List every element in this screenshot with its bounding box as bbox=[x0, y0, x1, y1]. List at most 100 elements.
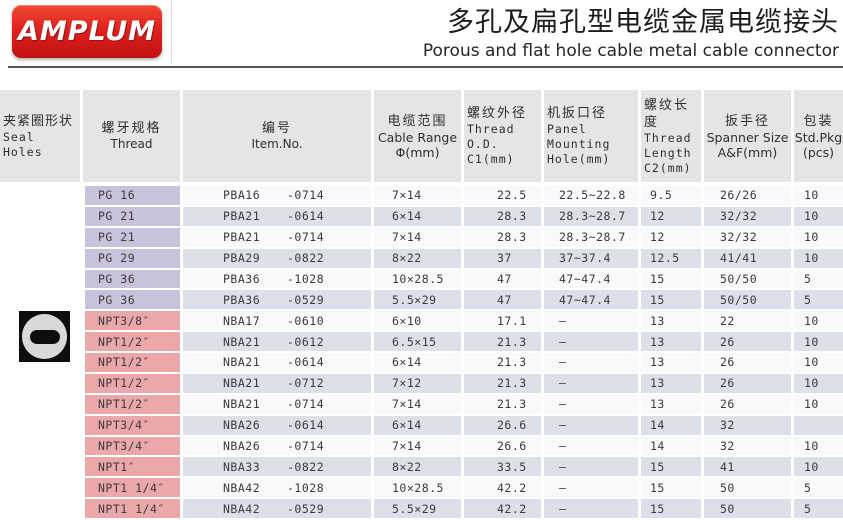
cable-range-cell: 7×14 bbox=[374, 436, 464, 458]
header-line: 螺牙规格 bbox=[101, 121, 162, 136]
table-row: PG 36 PBA36 -1028 10×28.5 47 47~47.4 15 50/50 5 bbox=[0, 269, 843, 291]
spanner-size-cell: 26 bbox=[704, 332, 794, 353]
thread-od-cell: 37 bbox=[464, 248, 544, 270]
seal-holes-cell bbox=[0, 436, 83, 458]
header-line: (pcs) bbox=[802, 144, 835, 160]
std-pkg-cell: 5 bbox=[794, 499, 843, 520]
item-suffix: -0610 bbox=[287, 313, 325, 328]
item-no-cell: NBA21 -0714 bbox=[183, 394, 374, 416]
thread-length-cell: 13 bbox=[641, 394, 704, 416]
thread-cell: NPT1/2″ bbox=[83, 373, 183, 395]
seal-holes-image bbox=[19, 311, 70, 362]
item-suffix: -0529 bbox=[287, 292, 325, 307]
spanner-size-cell: 50 bbox=[704, 499, 794, 520]
thread-od-cell: 33.5 bbox=[464, 457, 544, 479]
header-line: C2(mm) bbox=[644, 160, 692, 175]
table-row: PG 36 PBA36 -0529 5.5×29 47 47~47.4 15 50/50 5 bbox=[0, 290, 843, 312]
table-row: NPT3/4″ NBA26 -0614 6×14 26.6–14 32 bbox=[0, 415, 843, 437]
thread-cell: PG 16 bbox=[83, 186, 183, 207]
cable-range-cell: 6×14 bbox=[374, 353, 464, 374]
thread-od-cell: 22.5 bbox=[464, 186, 544, 207]
seal-holes-cell bbox=[0, 248, 83, 270]
thread-length-cell: 15 bbox=[641, 499, 704, 520]
item-no-cell: NBA26 -0714 bbox=[183, 436, 374, 458]
thread-length-cell: 13 bbox=[641, 353, 704, 374]
item-suffix: -0614 bbox=[287, 418, 325, 433]
table-row: PG 29 PBA29 -0822 8×22 37 37~37.4 12.5 41/41 10 bbox=[0, 248, 843, 270]
std-pkg-cell: 10 bbox=[794, 248, 843, 270]
std-pkg-cell: 10 bbox=[794, 394, 843, 416]
panel-hole-cell: – bbox=[544, 478, 641, 500]
item-suffix: -0714 bbox=[287, 397, 325, 412]
thread-cell: NPT1 1/4″ bbox=[83, 499, 183, 520]
thread-cell: PG 29 bbox=[83, 248, 183, 270]
thread-length-cell: 13 bbox=[641, 332, 704, 353]
spanner-size-cell: 26/26 bbox=[704, 186, 794, 207]
item-suffix: -0714 bbox=[287, 230, 325, 245]
page-title-english: Porous and flat hole cable metal cable c… bbox=[422, 41, 839, 61]
item-prefix: NBA17 bbox=[223, 313, 261, 328]
item-suffix: -0612 bbox=[287, 334, 325, 349]
spanner-size-cell: 26 bbox=[704, 394, 794, 416]
item-prefix: NBA21 bbox=[223, 355, 261, 370]
panel-hole-cell: – bbox=[544, 311, 641, 333]
spanner-size-cell: 32/32 bbox=[704, 206, 794, 228]
table-row: NPT3/4″ NBA26 -0714 7×14 26.6–14 32 10 bbox=[0, 436, 843, 458]
header-line: 机扳口径 bbox=[547, 106, 608, 121]
thread-length-cell: 15 bbox=[641, 457, 704, 479]
item-suffix: -0614 bbox=[287, 209, 325, 224]
std-pkg-cell: 10 bbox=[794, 186, 843, 207]
thread-cell: PG 21 bbox=[83, 206, 183, 228]
header-line: Length bbox=[644, 145, 692, 160]
table-row: NPT1″ NBA33 -0822 8×22 33.5–15 41 10 bbox=[0, 457, 843, 479]
std-pkg-cell: 10 bbox=[794, 373, 843, 395]
thread-od-cell: 42.2 bbox=[464, 478, 544, 500]
header-line: C1(mm) bbox=[467, 152, 515, 166]
seal-holes-cell bbox=[0, 269, 83, 291]
std-pkg-cell: 10 bbox=[794, 227, 843, 249]
header-line: Thread bbox=[644, 130, 692, 145]
thread-cell: NPT1 1/4″ bbox=[83, 478, 183, 500]
item-prefix: NBA42 bbox=[223, 501, 261, 516]
thread-cell: NPT1/2″ bbox=[83, 394, 183, 416]
item-no-cell: PBA21 -0714 bbox=[183, 227, 374, 249]
spanner-size-cell: 22 bbox=[704, 311, 794, 333]
thread-length-cell: 15 bbox=[641, 478, 704, 500]
item-prefix: PBA36 bbox=[223, 292, 261, 307]
header-line: 螺纹长度 bbox=[644, 97, 690, 130]
panel-hole-cell: 37~37.4 bbox=[544, 248, 641, 270]
table-row: NPT1/2″ NBA21 -0614 6×14 21.3–13 26 10 bbox=[0, 353, 843, 374]
panel-hole-cell: – bbox=[544, 436, 641, 458]
cable-range-cell: 7×14 bbox=[374, 394, 464, 416]
item-no-cell: NBA42 -0529 bbox=[183, 499, 374, 520]
flat-hole-icon bbox=[29, 329, 60, 344]
column-header-std-pkg: 包装 Std.Pkg (pcs) bbox=[794, 90, 843, 182]
table-row: PG 16 PBA16 -0714 7×14 22.5 22.5~22.8 9.5 26/26… bbox=[0, 186, 843, 207]
table-row: NPT3/8″ NBA17 -0610 6×10 17.1–13 22 10 bbox=[0, 311, 843, 333]
brand-logo: AMPLUM bbox=[12, 5, 162, 58]
cable-range-cell: 6×14 bbox=[374, 415, 464, 437]
table-row: NPT1/2″ NBA21 -0612 6.5×15 21.3–13 26 10 bbox=[0, 332, 843, 353]
item-no-cell: PBA29 -0822 bbox=[183, 248, 374, 270]
item-no-cell: NBA17 -0610 bbox=[183, 311, 374, 333]
header-line: Thread bbox=[110, 137, 153, 151]
thread-od-cell: 28.3 bbox=[464, 227, 544, 249]
thread-cell: NPT1″ bbox=[83, 457, 183, 479]
item-no-cell: NBA33 -0822 bbox=[183, 457, 374, 479]
thread-length-cell: 12 bbox=[641, 227, 704, 249]
item-prefix: PBA29 bbox=[223, 251, 261, 266]
thread-od-cell: 21.3 bbox=[464, 373, 544, 395]
panel-hole-cell: – bbox=[544, 457, 641, 479]
spanner-size-cell: 32/32 bbox=[704, 227, 794, 249]
cable-range-cell: 7×14 bbox=[374, 227, 464, 249]
std-pkg-cell: 10 bbox=[794, 206, 843, 228]
column-header-item-no: 编号 Item.No. bbox=[183, 90, 374, 182]
header-line: 扳手径 bbox=[724, 113, 770, 129]
header-line: Spanner Size bbox=[706, 129, 789, 145]
item-suffix: -0714 bbox=[287, 188, 325, 203]
seal-holes-cell bbox=[0, 290, 83, 312]
cable-range-cell: 7×12 bbox=[374, 373, 464, 395]
item-no-cell: PBA36 -1028 bbox=[183, 269, 374, 291]
item-prefix: NBA33 bbox=[223, 459, 261, 474]
panel-hole-cell: – bbox=[544, 394, 641, 416]
